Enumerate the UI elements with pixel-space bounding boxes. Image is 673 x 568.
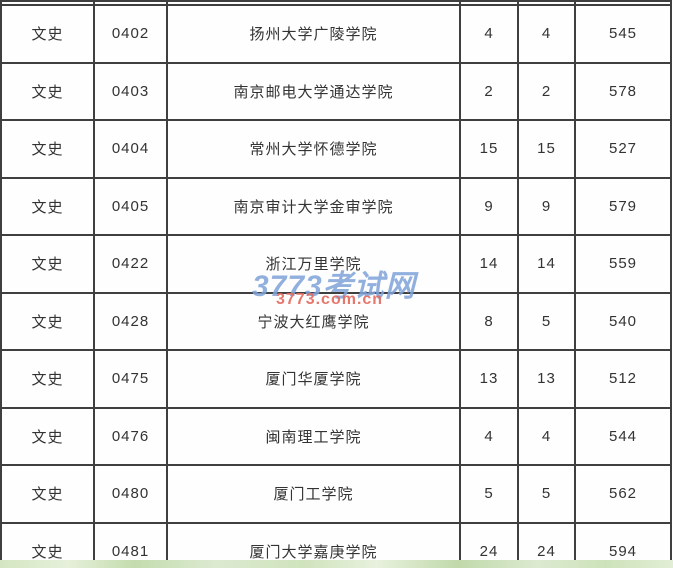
- table-cell-category: 文史: [0, 234, 95, 294]
- table-cell-school-name: 厦门工学院: [166, 464, 461, 524]
- table-cell-count-1: 13: [459, 349, 519, 409]
- table-cell-empty: [166, 0, 461, 6]
- table-cell-school-name: 扬州大学广陵学院: [166, 4, 461, 64]
- table-cell-school-name: 闽南理工学院: [166, 406, 461, 466]
- table-cell-count-1: 9: [459, 176, 519, 236]
- table-cell-category: 文史: [0, 464, 95, 524]
- table-cell-code: 0480: [93, 464, 168, 524]
- table-cell-count-2: 4: [517, 406, 576, 466]
- table-row: 文史 0480 厦门工学院 5 5 562: [0, 464, 672, 524]
- table-cell-school-name: 浙江万里学院: [166, 234, 461, 294]
- table-cell-code: 0402: [93, 4, 168, 64]
- table-cell-count-2: 4: [517, 4, 576, 64]
- table-cell-count-1: 2: [459, 61, 519, 121]
- table-cell-category: 文史: [0, 291, 95, 351]
- table-cell-category: 文史: [0, 176, 95, 236]
- table-cell-school-name: 常州大学怀德学院: [166, 119, 461, 179]
- table-cell-category: 文史: [0, 349, 95, 409]
- table-row: 文史 0476 闽南理工学院 4 4 544: [0, 406, 672, 466]
- table-row: 文史 0402 扬州大学广陵学院 4 4 545: [0, 4, 672, 64]
- table-cell-empty: [93, 0, 168, 6]
- table-cell-count-2: 2: [517, 61, 576, 121]
- table-row: 文史 0404 常州大学怀德学院 15 15 527: [0, 119, 672, 179]
- table-cell-count-1: 4: [459, 4, 519, 64]
- table-cell-code: 0404: [93, 119, 168, 179]
- table-cell-school-name: 南京邮电大学通达学院: [166, 61, 461, 121]
- table-cell-score: 578: [574, 61, 672, 121]
- table-row: 文史 0428 宁波大红鹰学院 8 5 540: [0, 291, 672, 351]
- table-cell-empty: [517, 0, 576, 6]
- table-cell-score: 527: [574, 119, 672, 179]
- table-row: 文史 0422 浙江万里学院 14 14 559: [0, 234, 672, 294]
- table-cell-school-name: 厦门华厦学院: [166, 349, 461, 409]
- table-cell-category: 文史: [0, 406, 95, 466]
- table-cell-count-2: 5: [517, 291, 576, 351]
- table-row: 文史 0403 南京邮电大学通达学院 2 2 578: [0, 61, 672, 121]
- table-cell-school-name: 南京审计大学金审学院: [166, 176, 461, 236]
- table-cell-code: 0475: [93, 349, 168, 409]
- table-cell-count-1: 14: [459, 234, 519, 294]
- table-cell-score: 545: [574, 4, 672, 64]
- table-cell-score: 579: [574, 176, 672, 236]
- table-cell-empty: [574, 0, 672, 6]
- table-cell-empty: [0, 0, 95, 6]
- table-cell-count-1: 5: [459, 464, 519, 524]
- table-row: 文史 0475 厦门华厦学院 13 13 512: [0, 349, 672, 409]
- table-cell-code: 0405: [93, 176, 168, 236]
- table-cell-count-1: 4: [459, 406, 519, 466]
- table-cell-count-1: 15: [459, 119, 519, 179]
- table-cell-empty: [459, 0, 519, 6]
- table-cell-code: 0428: [93, 291, 168, 351]
- table-cell-count-2: 5: [517, 464, 576, 524]
- table-row: 文史 0405 南京审计大学金审学院 9 9 579: [0, 176, 672, 236]
- table-cell-category: 文史: [0, 61, 95, 121]
- table-cell-score: 544: [574, 406, 672, 466]
- table-cell-code: 0403: [93, 61, 168, 121]
- table-cell-category: 文史: [0, 4, 95, 64]
- table-cell-code: 0422: [93, 234, 168, 294]
- table-cell-score: 540: [574, 291, 672, 351]
- table-cell-category: 文史: [0, 119, 95, 179]
- table-cell-score: 559: [574, 234, 672, 294]
- table-cell-count-1: 8: [459, 291, 519, 351]
- table-cell-score: 512: [574, 349, 672, 409]
- table-cell-count-2: 9: [517, 176, 576, 236]
- table-cell-count-2: 15: [517, 119, 576, 179]
- table-cell-school-name: 宁波大红鹰学院: [166, 291, 461, 351]
- page-background-strip: [0, 560, 673, 568]
- table-cell-code: 0476: [93, 406, 168, 466]
- table-cell-count-2: 14: [517, 234, 576, 294]
- table-cell-score: 562: [574, 464, 672, 524]
- table-row-partial: [0, 0, 672, 6]
- table-cell-count-2: 13: [517, 349, 576, 409]
